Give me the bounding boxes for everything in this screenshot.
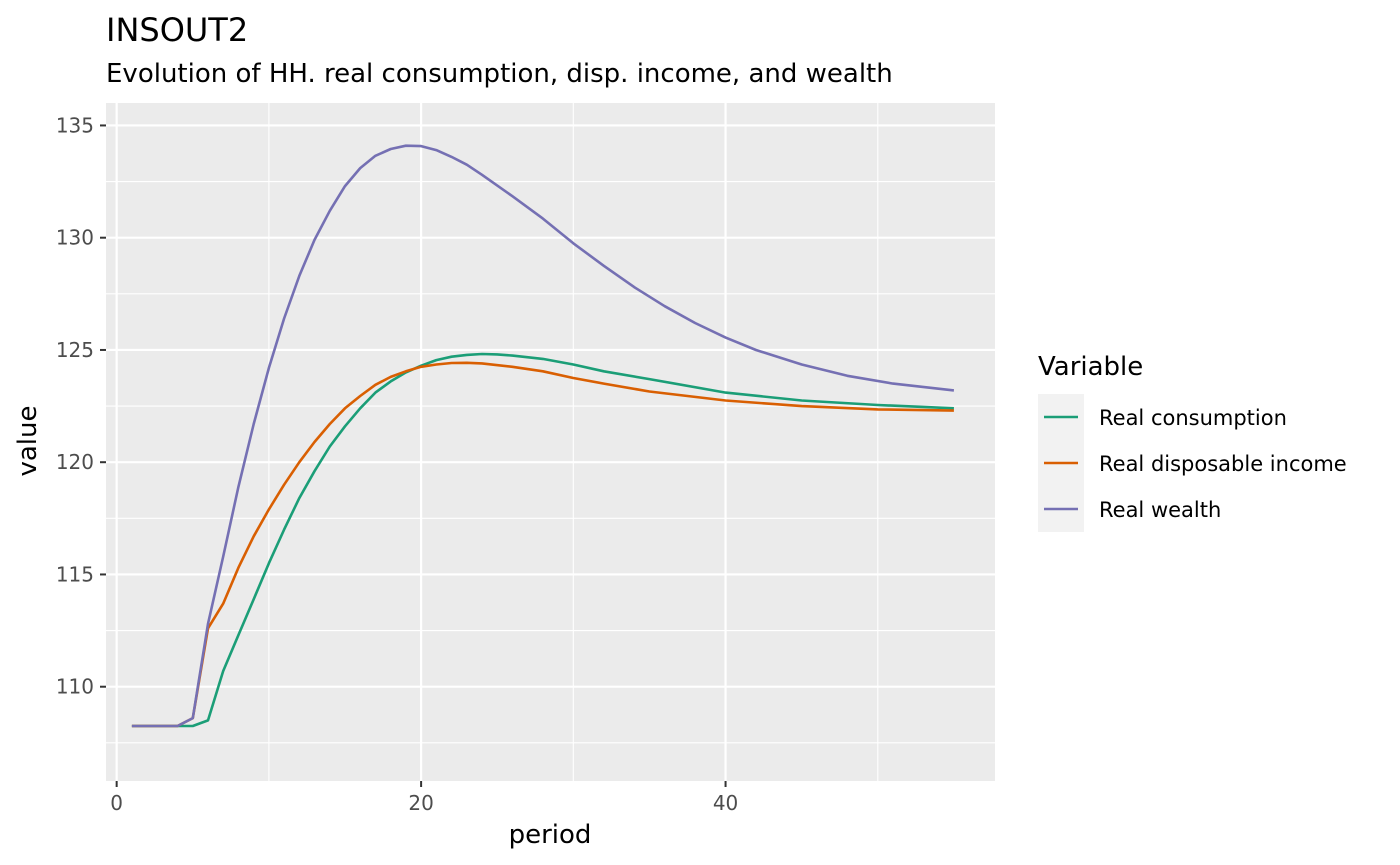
y-tick-label: 135 bbox=[56, 113, 94, 137]
x-axis-title: period bbox=[509, 820, 592, 850]
legend-label-real-disposable-income: Real disposable income bbox=[1099, 452, 1347, 476]
y-tick-label: 115 bbox=[56, 562, 94, 586]
legend-label-real-consumption: Real consumption bbox=[1099, 406, 1287, 430]
x-tick-label: 20 bbox=[408, 791, 433, 815]
series-line-real-disposable-income bbox=[131, 361, 954, 728]
plot-area bbox=[106, 103, 995, 781]
y-tick-label: 125 bbox=[56, 338, 94, 362]
y-tick-label: 130 bbox=[56, 226, 94, 250]
y-tick-label: 120 bbox=[56, 450, 94, 474]
legend-title: Variable bbox=[1038, 352, 1143, 382]
series-line-real-consumption bbox=[131, 352, 954, 728]
x-tick-label: 40 bbox=[713, 791, 738, 815]
legend: Variable Real consumption Real disposable… bbox=[1038, 352, 1347, 532]
chart-title: INSOUT2 bbox=[106, 11, 248, 49]
y-tick-label: 110 bbox=[56, 675, 94, 699]
y-axis-title: value bbox=[13, 405, 43, 476]
y-axis: 110 115 120 125 130 135 bbox=[56, 113, 106, 699]
x-axis: 0 20 40 bbox=[110, 781, 738, 815]
series-line-real-wealth bbox=[131, 144, 955, 728]
chart-subtitle: Evolution of HH. real consumption, disp.… bbox=[106, 59, 893, 89]
x-tick-label: 0 bbox=[110, 791, 123, 815]
plot-background bbox=[106, 103, 995, 781]
legend-label-real-wealth: Real wealth bbox=[1099, 498, 1221, 522]
